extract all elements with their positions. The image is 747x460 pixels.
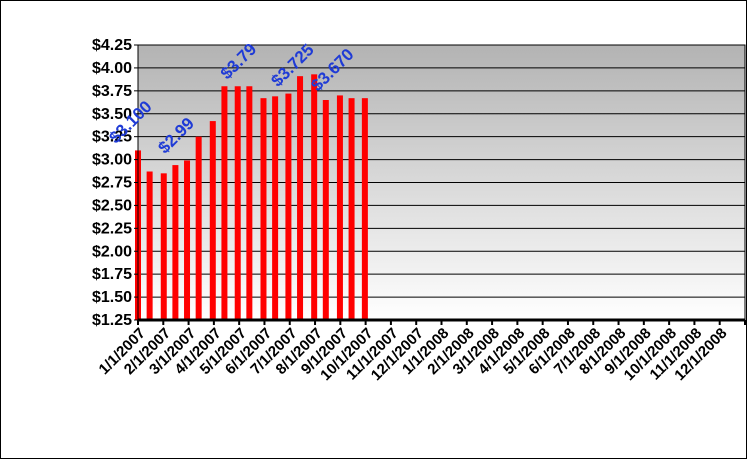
y-tick-label: $3.25: [92, 129, 132, 146]
bar: [336, 95, 343, 321]
bar: [272, 96, 279, 320]
y-tick-label: $3.50: [92, 106, 132, 123]
bar: [172, 165, 179, 320]
bar: [260, 98, 267, 321]
y-tick-label: $2.75: [92, 175, 132, 192]
bar: [160, 173, 167, 320]
bar: [221, 86, 228, 320]
bar: [184, 160, 191, 320]
y-tick-label: $2.50: [92, 197, 132, 214]
bar: [234, 86, 241, 320]
bar: [285, 93, 292, 320]
bar: [348, 98, 355, 321]
y-tick-label: $4.00: [92, 60, 132, 77]
y-tick-label: $3.75: [92, 83, 132, 100]
y-tick-label: $1.50: [92, 289, 132, 306]
bar: [209, 121, 216, 320]
y-tick-label: $4.25: [92, 37, 132, 54]
y-tick-label: $2.25: [92, 220, 132, 237]
y-tick-label: $1.25: [92, 312, 132, 329]
bar: [146, 171, 153, 320]
bar: [361, 98, 368, 321]
y-tick-label: $1.75: [92, 266, 132, 283]
bar: [195, 136, 202, 320]
y-tick-label: $3.00: [92, 152, 132, 169]
bar: [297, 76, 304, 321]
y-tick-label: $2.00: [92, 243, 132, 260]
bar: [322, 100, 329, 320]
bar: [246, 86, 253, 320]
bar: [311, 74, 318, 320]
